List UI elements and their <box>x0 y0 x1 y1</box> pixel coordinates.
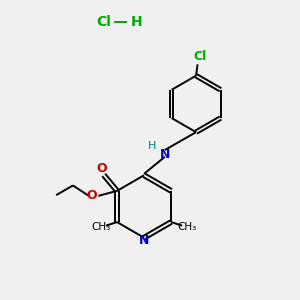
Text: Cl: Cl <box>193 50 206 63</box>
Text: O: O <box>86 189 97 202</box>
Text: N: N <box>160 148 170 161</box>
Text: Cl: Cl <box>97 15 111 29</box>
Text: CH₃: CH₃ <box>178 222 197 233</box>
Text: H: H <box>131 15 142 29</box>
Text: CH₃: CH₃ <box>91 222 110 233</box>
Text: O: O <box>97 162 107 175</box>
Text: N: N <box>139 234 149 247</box>
Text: H: H <box>148 141 156 151</box>
